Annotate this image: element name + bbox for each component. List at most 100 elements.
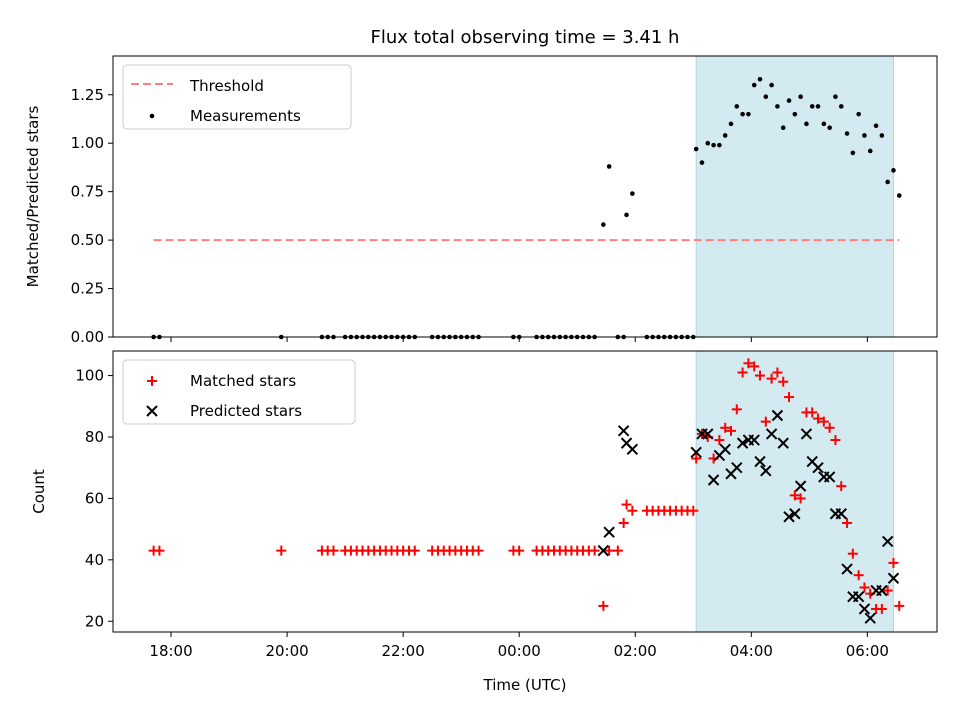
predicted-star-point bbox=[731, 461, 743, 474]
marker-stroke bbox=[626, 443, 639, 455]
measurement-point bbox=[809, 104, 815, 109]
bottom-panel: 20 40 60 80 100 18:00 20:00 22:00 00:00 02:00 04:0… bbox=[30, 350, 938, 660]
measurement-point bbox=[896, 193, 902, 198]
matched-star-point bbox=[807, 407, 818, 418]
measurement-point bbox=[827, 125, 832, 131]
legend-measurement-swatch bbox=[149, 113, 155, 119]
y-tick-label: 1.00 bbox=[71, 134, 104, 152]
matched-star-point bbox=[876, 603, 887, 614]
y-tick-label: 40 bbox=[85, 551, 104, 569]
measurement-point bbox=[879, 133, 885, 138]
measurement-point bbox=[751, 82, 757, 88]
predicted-star-point bbox=[864, 612, 876, 624]
legend: Matched stars Predicted stars bbox=[122, 359, 356, 425]
measurement-point bbox=[705, 140, 711, 146]
matched-star-point bbox=[731, 404, 742, 415]
predicted-star-point bbox=[783, 511, 795, 523]
marker-stroke bbox=[852, 590, 865, 603]
predicted-star-point bbox=[876, 584, 888, 597]
predicted-star-point bbox=[771, 409, 784, 422]
marker-stroke bbox=[806, 455, 818, 468]
predicted-star-point bbox=[858, 603, 871, 615]
matched-star-point bbox=[882, 585, 893, 596]
y-tick-label: 0.00 bbox=[71, 328, 104, 346]
predicted-star-point bbox=[823, 471, 836, 483]
matched-star-point bbox=[772, 367, 783, 378]
matched-star-point bbox=[755, 370, 766, 381]
marker-stroke bbox=[603, 526, 615, 538]
y-tick-label: 0.25 bbox=[71, 280, 104, 298]
measurement-point bbox=[850, 150, 856, 156]
predicted-star-point bbox=[702, 428, 714, 440]
measurement-point bbox=[763, 94, 769, 99]
y-axis-label: Count bbox=[30, 469, 48, 514]
measurement-point bbox=[711, 142, 716, 148]
top-panel: 0.00 0.25 0.50 0.75 1.00 1.25 Matched/Predicte… bbox=[24, 55, 938, 346]
predicted-star-point bbox=[789, 508, 801, 520]
marker-stroke bbox=[800, 428, 813, 440]
measurement-point bbox=[815, 104, 821, 109]
predicted-star-point bbox=[765, 428, 778, 440]
measurement-point bbox=[722, 133, 728, 138]
matched-star-point bbox=[726, 425, 736, 436]
legend-box bbox=[122, 359, 356, 425]
marker-stroke bbox=[690, 446, 702, 459]
matched-star-point bbox=[720, 422, 731, 433]
matched-star-point bbox=[894, 600, 905, 611]
measurement-point bbox=[833, 94, 838, 99]
matched-star-point bbox=[473, 545, 484, 556]
x-tick-label: 00:00 bbox=[498, 642, 541, 660]
y-tick-label: 0.75 bbox=[71, 183, 104, 201]
measurement-point bbox=[804, 121, 809, 127]
axes-frame bbox=[112, 350, 938, 633]
matched-star-point bbox=[778, 376, 789, 387]
marker-stroke bbox=[783, 511, 795, 523]
x-tick-label: 06:00 bbox=[846, 642, 889, 660]
marker-stroke bbox=[760, 465, 772, 477]
measurement-point bbox=[746, 111, 751, 117]
measurement-point bbox=[862, 133, 867, 138]
measurement-point bbox=[792, 111, 798, 117]
matched-star-point bbox=[795, 493, 806, 504]
matched-star-point bbox=[589, 545, 600, 556]
predicted-star-point bbox=[690, 446, 702, 459]
matched-star-point bbox=[888, 557, 899, 568]
matched-star-point bbox=[618, 517, 629, 528]
legend-label: Measurements bbox=[190, 107, 301, 125]
matched-star-point bbox=[842, 517, 853, 528]
marker-stroke bbox=[823, 471, 836, 483]
measurement-point bbox=[844, 131, 850, 136]
measurement-point bbox=[699, 160, 705, 165]
predicted-star-point bbox=[617, 425, 630, 437]
legend-predicted-swatch bbox=[146, 405, 158, 417]
marker-stroke bbox=[736, 437, 749, 449]
matched-star-point bbox=[604, 545, 615, 556]
predicted-star-point bbox=[841, 563, 853, 575]
matched-star-point bbox=[766, 373, 777, 384]
y-tick-label: 60 bbox=[85, 489, 104, 507]
marker-stroke bbox=[707, 474, 720, 486]
x-tick-label: 20:00 bbox=[265, 642, 308, 660]
matched-star-point bbox=[621, 499, 632, 510]
marker-stroke bbox=[620, 437, 633, 449]
predicted-star-point bbox=[852, 590, 865, 603]
matched-star-point bbox=[627, 505, 638, 516]
measurement-point bbox=[728, 121, 734, 127]
marker-stroke bbox=[876, 584, 888, 597]
matched-star-point bbox=[784, 392, 795, 403]
marker-stroke bbox=[754, 455, 766, 468]
predicted-star-point bbox=[835, 508, 847, 520]
legend-matched-swatch bbox=[147, 376, 157, 386]
axes-frame bbox=[112, 55, 938, 338]
x-tick-label: 22:00 bbox=[382, 642, 425, 660]
measurement-point bbox=[786, 98, 792, 103]
measurement-point bbox=[693, 146, 699, 152]
matched-star-point bbox=[859, 582, 870, 593]
y-tick-label: 20 bbox=[85, 612, 104, 630]
measurement-point bbox=[821, 121, 827, 127]
y-tick-label: 1.25 bbox=[71, 86, 104, 104]
x-tick-label: 18:00 bbox=[149, 642, 192, 660]
marker-stroke bbox=[731, 461, 743, 474]
matched-star-point bbox=[830, 435, 841, 446]
